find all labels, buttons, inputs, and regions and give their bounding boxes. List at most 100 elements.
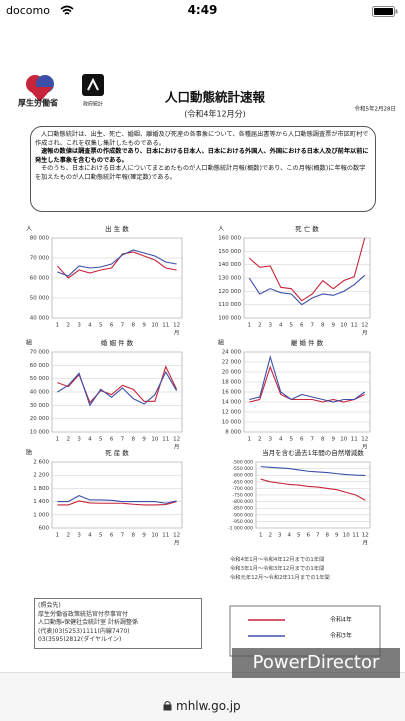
x-tick-label: 9	[335, 533, 339, 539]
x-tick-label: 7	[311, 437, 315, 443]
x-tick-label: 11	[162, 533, 169, 539]
chart-title: 婚 姻 件 数	[101, 338, 134, 347]
y-tick-label: 18 000	[222, 380, 242, 386]
contact-line: 厚生労働省政策統括官付参事官付	[38, 610, 129, 618]
contact-box: (照会先) 厚生労働省政策統括官付参事官付 人口動態・保健社会統計室 計析調整係…	[34, 598, 202, 649]
y-tick-label: 70 000	[30, 256, 50, 262]
x-tick-label: 3	[269, 323, 273, 329]
y-tick-label: 1 400	[33, 499, 49, 505]
y-tick-label: 40 000	[30, 316, 50, 322]
x-tick-label: 5	[297, 533, 301, 539]
url[interactable]: mhlw.go.jp	[176, 699, 241, 713]
x-tick-label: 6	[300, 323, 304, 329]
x-tick-label: 2	[258, 437, 262, 443]
x-tick-label: 4	[279, 437, 283, 443]
x-tick-label: 10	[151, 437, 158, 443]
y-tick-label: 60 000	[30, 276, 50, 282]
x-tick-label: 4	[88, 533, 92, 539]
x-tick-label: 2	[67, 437, 71, 443]
y-tick-label: 2 200	[33, 473, 49, 479]
x-axis-label: 月	[362, 330, 368, 337]
series-line	[260, 466, 366, 477]
y-tick-label: 40 000	[30, 390, 50, 396]
x-tick-label: 2	[269, 533, 273, 539]
doc-title: 人口動態統計速報	[164, 90, 266, 105]
x-axis-label: 月	[362, 540, 368, 547]
x-tick-label: 8	[132, 437, 136, 443]
unit-label: 人	[218, 226, 224, 233]
y-tick-label: 70 000	[30, 350, 50, 356]
x-tick-label: 10	[343, 533, 350, 539]
contact-line: (照会先)	[38, 602, 61, 609]
series-line	[248, 237, 366, 302]
y-tick-label: 2 600	[33, 460, 49, 466]
x-tick-label: 2	[67, 323, 71, 329]
watermark: PowerDirector	[232, 648, 400, 678]
x-tick-label: 12	[173, 323, 180, 329]
chart-title: 離 婚 件 数	[291, 338, 324, 347]
x-tick-label: 6	[110, 533, 114, 539]
series-line	[260, 478, 366, 501]
y-tick-label: 140 000	[218, 262, 241, 268]
series-line	[57, 249, 177, 277]
doc-subtitle: (令和4年12月分)	[184, 109, 246, 119]
x-tick-label: 9	[332, 323, 336, 329]
x-tick-label: 4	[88, 437, 92, 443]
x-tick-label: 9	[142, 437, 146, 443]
x-tick-label: 2	[67, 533, 71, 539]
document: 厚生労働省 政府統計 人口動態統計速報 (令和4年12月分) 令和5年2月28日…	[18, 74, 397, 657]
status-bar: docomo 4:49	[0, 0, 405, 24]
chart-title: 死 亡 数	[295, 224, 319, 233]
series-line	[249, 354, 366, 403]
x-tick-label: 7	[121, 437, 125, 443]
x-tick-label: 1	[56, 437, 60, 443]
x-tick-label: 6	[110, 437, 114, 443]
x-tick-label: 9	[332, 437, 336, 443]
browser-bar: mhlw.go.jp	[0, 672, 405, 721]
y-tick-label: 20 000	[30, 416, 50, 422]
x-tick-label: 5	[99, 533, 103, 539]
x-tick-label: 8	[321, 323, 325, 329]
x-tick-label: 12	[173, 533, 180, 539]
note: 令和元年12月〜令和2年11月までの1年間	[230, 575, 330, 581]
x-tick-label: 8	[132, 323, 136, 329]
contact-line: 人口動態・保健社会統計室 計析調整係	[38, 619, 138, 626]
chart-title: 死 産 数	[105, 448, 129, 457]
series-line	[57, 365, 178, 404]
y-tick-label: 160 000	[218, 236, 241, 242]
y-tick-label: 12 000	[222, 410, 242, 416]
y-tick-label: 16 000	[222, 390, 242, 396]
clock: 4:49	[187, 3, 218, 17]
y-tick-label: -650 000	[232, 479, 253, 485]
x-tick-label: 10	[340, 323, 347, 329]
ministry-logo	[26, 75, 54, 102]
x-tick-label: 12	[173, 437, 180, 443]
y-tick-label: 10 000	[30, 430, 50, 436]
x-tick-label: 5	[99, 323, 103, 329]
doc-date: 令和5年2月28日	[355, 105, 397, 113]
x-tick-label: 3	[77, 533, 81, 539]
x-tick-label: 6	[307, 533, 311, 539]
x-tick-label: 7	[316, 533, 320, 539]
contact-line: (代表)03(5253)1111(内線7470)	[38, 627, 130, 635]
y-tick-label: -700 000	[232, 486, 253, 492]
summary-text: 人口動態統計は、出生、死亡、婚姻、離婚及び死産の各事象について、各種届出書等から…	[35, 131, 369, 147]
y-tick-label: -750 000	[232, 493, 253, 499]
y-tick-label: 24 000	[222, 350, 242, 356]
x-axis-label: 月	[174, 330, 180, 337]
y-tick-label: -500 000	[232, 460, 253, 466]
chart-title: 当月を含む過去1年間の自然増減数	[262, 448, 364, 457]
x-tick-label: 5	[290, 437, 294, 443]
carrier: docomo	[6, 4, 50, 17]
x-tick-label: 3	[269, 437, 273, 443]
y-tick-label: -1 000 000	[228, 526, 253, 532]
x-tick-label: 11	[162, 323, 169, 329]
summary-text: そのうち、日本における日本人についてまとめたものが人口動態統計月報(概数)であり…	[35, 165, 366, 181]
series-line	[57, 500, 177, 506]
x-tick-label: 7	[311, 323, 315, 329]
x-tick-label: 3	[278, 533, 282, 539]
battery-icon	[372, 6, 398, 17]
x-tick-label: 12	[361, 323, 368, 329]
x-tick-label: 4	[88, 323, 92, 329]
